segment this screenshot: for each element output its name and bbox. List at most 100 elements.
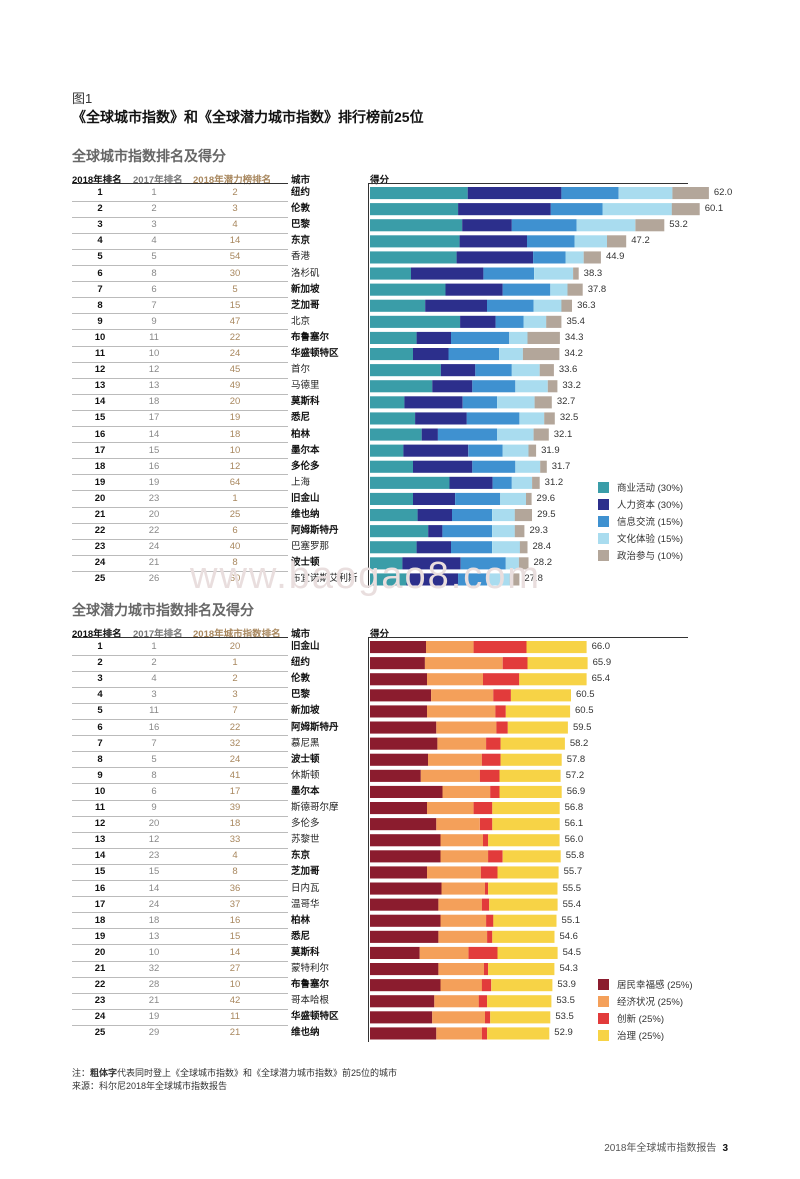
other-rank-cell: 6: [232, 525, 238, 537]
other-rank-cell: 16: [229, 914, 241, 926]
city-cell: 墨尔本: [291, 785, 320, 797]
bar-segment: [502, 283, 551, 296]
city-cell: 墨尔本: [291, 444, 320, 456]
rank-cell: 2: [97, 203, 103, 215]
legend-item: 创新 (25%): [598, 1013, 692, 1030]
bar-segment: [425, 299, 487, 312]
other-rank-cell: 22: [229, 721, 241, 733]
source-note: 来源：科尔尼2018年全球城市指数报告: [72, 1081, 228, 1091]
score-label: 53.5: [556, 995, 575, 1007]
city-cell: 伦敦: [291, 673, 311, 685]
row-separator: [72, 297, 288, 299]
bar-segment: [440, 834, 483, 847]
footnote: 注：粗体字代表同时登上《全球城市指数》和《全球潜力城市指数》前25位的城市: [72, 1066, 397, 1079]
prev-rank-cell: 9: [151, 315, 157, 327]
bar-segment: [487, 1027, 550, 1040]
bar-segment: [526, 492, 532, 505]
score-label: 44.9: [605, 251, 625, 263]
rank-cell: 3: [97, 673, 103, 685]
bar-segment: [370, 557, 403, 570]
city-cell: 东京: [291, 235, 311, 247]
row-separator: [72, 570, 288, 572]
legend-swatch: [598, 979, 609, 990]
score-label: 55.4: [562, 898, 582, 910]
bar-segment: [602, 203, 672, 216]
bar-segment: [550, 203, 603, 216]
bar-segment: [462, 219, 512, 232]
row-separator: [72, 1024, 288, 1026]
legend-swatch: [598, 499, 609, 510]
score-label: 56.1: [564, 818, 584, 830]
bar-segment: [565, 251, 584, 264]
score-label: 38.3: [583, 267, 603, 279]
bar-segment: [438, 898, 482, 911]
rank-cell: 16: [94, 428, 106, 440]
bar-segment: [526, 641, 587, 654]
bar-segment: [370, 444, 404, 457]
other-rank-cell: 19: [229, 412, 241, 424]
score-label: 33.2: [562, 380, 581, 392]
bar-segment: [492, 541, 520, 554]
prev-rank-cell: 18: [148, 396, 160, 408]
bar-segment: [370, 995, 435, 1008]
bar-segment: [500, 737, 565, 750]
rank-cell: 16: [94, 882, 106, 894]
bar-segment: [499, 785, 562, 798]
legend-label: 文化体验 (15%): [617, 534, 683, 545]
bar-segment: [370, 673, 427, 686]
bar-segment: [527, 657, 588, 670]
bar-segment: [370, 541, 417, 554]
bar-segment: [370, 235, 460, 248]
city-cell: 芝加哥: [291, 299, 320, 311]
bar-segment: [509, 331, 528, 344]
bar-segment: [514, 525, 525, 538]
prev-rank-cell: 9: [151, 802, 157, 813]
rank-cell: 8: [97, 753, 103, 765]
city-cell: 洛杉矶: [291, 267, 320, 279]
bar-segment: [487, 995, 552, 1008]
bar-segment: [489, 898, 558, 911]
other-rank-cell: 27: [229, 963, 241, 974]
bar-segment: [403, 444, 469, 457]
bar-segment: [370, 914, 441, 927]
prev-rank-cell: 26: [148, 573, 160, 585]
city-cell: 斯德哥尔摩: [291, 802, 339, 813]
other-rank-cell: 2: [232, 187, 238, 198]
score-label: 60.1: [704, 203, 724, 215]
bar-segment: [618, 187, 673, 200]
bar-segment: [509, 573, 520, 586]
row-separator: [72, 474, 288, 476]
prev-rank-cell: 4: [151, 673, 157, 685]
bar-segment: [483, 267, 534, 280]
bar-segment: [370, 219, 463, 232]
bar-segment: [440, 914, 487, 927]
other-rank-cell: 7: [232, 705, 238, 717]
legend-label: 治理 (25%): [617, 1031, 664, 1042]
rank-cell: 17: [94, 444, 106, 456]
other-rank-cell: 32: [229, 737, 241, 749]
footnote-prefix: 注：: [72, 1068, 91, 1078]
bar-segment: [427, 673, 483, 686]
bar-segment: [491, 979, 553, 992]
city-cell: 温哥华: [291, 898, 320, 910]
bar-segment: [515, 460, 541, 473]
legend-item: 文化体验 (15%): [598, 533, 683, 550]
city-cell: 芝加哥: [291, 866, 320, 878]
score-label: 59.5: [572, 721, 592, 733]
bar-segment: [522, 348, 560, 361]
score-label: 62.0: [713, 187, 733, 198]
score-label: 58.2: [569, 737, 589, 749]
prev-rank-cell: 1: [151, 187, 157, 198]
bar-segment: [532, 476, 540, 489]
bar-segment: [486, 737, 501, 750]
score-axis: [368, 183, 369, 588]
row-separator: [72, 393, 288, 395]
city-cell: 布鲁塞尔: [291, 331, 330, 343]
watermark: www.baogao8.com: [190, 555, 542, 597]
header-score: 得分: [370, 175, 390, 186]
footnote-bold: 粗体字: [90, 1068, 118, 1078]
bar-segment: [370, 963, 439, 976]
score-label: 28.4: [532, 541, 552, 553]
bar-segment: [546, 315, 562, 328]
other-rank-cell: 21: [229, 1027, 241, 1039]
